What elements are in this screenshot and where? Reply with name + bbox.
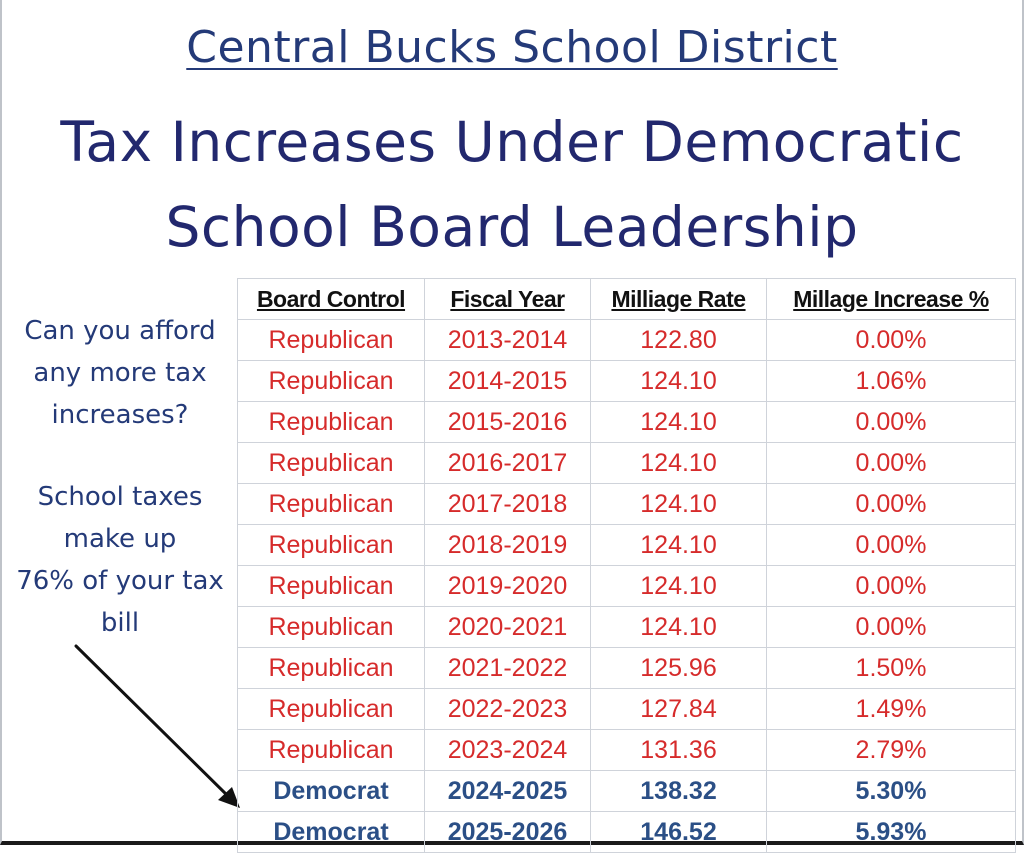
column-header-fiscal-year: Fiscal Year (424, 278, 591, 320)
milliage-rate-cell: 125.96 (590, 647, 767, 689)
board-control-cell: Republican (237, 606, 425, 648)
board-control-cell: Republican (237, 442, 425, 484)
fiscal-year-cell: 2025-2026 (424, 811, 591, 853)
milliage-rate-cell: 138.32 (590, 770, 767, 812)
millage-increase-cell: 0.00% (766, 319, 1016, 361)
milliage-rate-cell: 124.10 (590, 565, 767, 607)
milliage-rate-cell: 124.10 (590, 524, 767, 566)
board-control-cell: Republican (237, 647, 425, 689)
millage-increase-cell: 5.30% (766, 770, 1016, 812)
table-row: Republican 2015-2016 124.10 0.00% (237, 401, 1016, 443)
millage-increase-cell: 0.00% (766, 483, 1016, 525)
millage-increase-cell: 1.06% (766, 360, 1016, 402)
column-header-milliage-rate: Milliage Rate (590, 278, 767, 320)
fact-line: School taxes (37, 482, 203, 512)
fiscal-year-cell: 2023-2024 (424, 729, 591, 771)
milliage-rate-cell: 127.84 (590, 688, 767, 730)
millage-increase-cell: 1.49% (766, 688, 1016, 730)
table-row: Republican 2016-2017 124.10 0.00% (237, 442, 1016, 484)
millage-increase-cell: 0.00% (766, 401, 1016, 443)
table-row: Republican 2023-2024 131.36 2.79% (237, 729, 1016, 771)
table-row: Democrat 2024-2025 138.32 5.30% (237, 770, 1016, 812)
milliage-rate-cell: 146.52 (590, 811, 767, 853)
fiscal-year-cell: 2013-2014 (424, 319, 591, 361)
question-line: increases? (51, 400, 189, 430)
fact-line: make up (63, 524, 177, 554)
milliage-rate-cell: 124.10 (590, 360, 767, 402)
fiscal-year-cell: 2024-2025 (424, 770, 591, 812)
table-row: Republican 2014-2015 124.10 1.06% (237, 360, 1016, 402)
fiscal-year-cell: 2016-2017 (424, 442, 591, 484)
fiscal-year-cell: 2018-2019 (424, 524, 591, 566)
board-control-cell: Republican (237, 319, 425, 361)
question-line: Can you afford (24, 316, 216, 346)
question-line: any more tax (33, 358, 207, 388)
fiscal-year-cell: 2014-2015 (424, 360, 591, 402)
milliage-rate-cell: 124.10 (590, 606, 767, 648)
column-header-board-control: Board Control (237, 278, 425, 320)
milliage-rate-cell: 124.10 (590, 442, 767, 484)
millage-increase-cell: 1.50% (766, 647, 1016, 689)
board-control-cell: Democrat (237, 770, 425, 812)
column-header-millage-increase: Millage Increase % (766, 278, 1016, 320)
table-row: Republican 2013-2014 122.80 0.00% (237, 319, 1016, 361)
table-row: Republican 2021-2022 125.96 1.50% (237, 647, 1016, 689)
table-row: Democrat 2025-2026 146.52 5.93% (237, 811, 1016, 853)
fact-line: bill (100, 608, 140, 638)
milliage-rate-cell: 124.10 (590, 401, 767, 443)
fiscal-year-cell: 2017-2018 (424, 483, 591, 525)
board-control-cell: Republican (237, 729, 425, 771)
millage-increase-cell: 0.00% (766, 606, 1016, 648)
table-row: Republican 2018-2019 124.10 0.00% (237, 524, 1016, 566)
fiscal-year-cell: 2020-2021 (424, 606, 591, 648)
board-control-cell: Republican (237, 524, 425, 566)
board-control-cell: Democrat (237, 811, 425, 853)
millage-increase-cell: 2.79% (766, 729, 1016, 771)
table-row: Republican 2022-2023 127.84 1.49% (237, 688, 1016, 730)
district-title: Central Bucks School District (186, 22, 838, 73)
fiscal-year-cell: 2019-2020 (424, 565, 591, 607)
milliage-rate-cell: 124.10 (590, 483, 767, 525)
millage-increase-cell: 5.93% (766, 811, 1016, 853)
board-control-cell: Republican (237, 565, 425, 607)
board-control-cell: Republican (237, 360, 425, 402)
sidebar-fact: School taxes make up 76% of your tax bil… (4, 476, 236, 644)
milliage-rate-cell: 131.36 (590, 729, 767, 771)
sidebar-question: Can you afford any more tax increases? (4, 310, 236, 436)
fiscal-year-cell: 2022-2023 (424, 688, 591, 730)
fiscal-year-cell: 2021-2022 (424, 647, 591, 689)
millage-increase-cell: 0.00% (766, 565, 1016, 607)
board-control-cell: Republican (237, 401, 425, 443)
table-header-row: Board Control Fiscal Year Milliage Rate … (237, 278, 1016, 320)
headline-line-2: School Board Leadership (165, 195, 859, 259)
milliage-rate-cell: 122.80 (590, 319, 767, 361)
table-row: Republican 2019-2020 124.10 0.00% (237, 565, 1016, 607)
headline-line-1: Tax Increases Under Democratic (60, 110, 964, 174)
fact-line: 76% of your tax (16, 566, 224, 596)
board-control-cell: Republican (237, 483, 425, 525)
table-row: Republican 2017-2018 124.10 0.00% (237, 483, 1016, 525)
millage-increase-cell: 0.00% (766, 524, 1016, 566)
table-row: Republican 2020-2021 124.10 0.00% (237, 606, 1016, 648)
board-control-cell: Republican (237, 688, 425, 730)
millage-increase-cell: 0.00% (766, 442, 1016, 484)
fiscal-year-cell: 2015-2016 (424, 401, 591, 443)
millage-table: Board Control Fiscal Year Milliage Rate … (237, 278, 1016, 853)
